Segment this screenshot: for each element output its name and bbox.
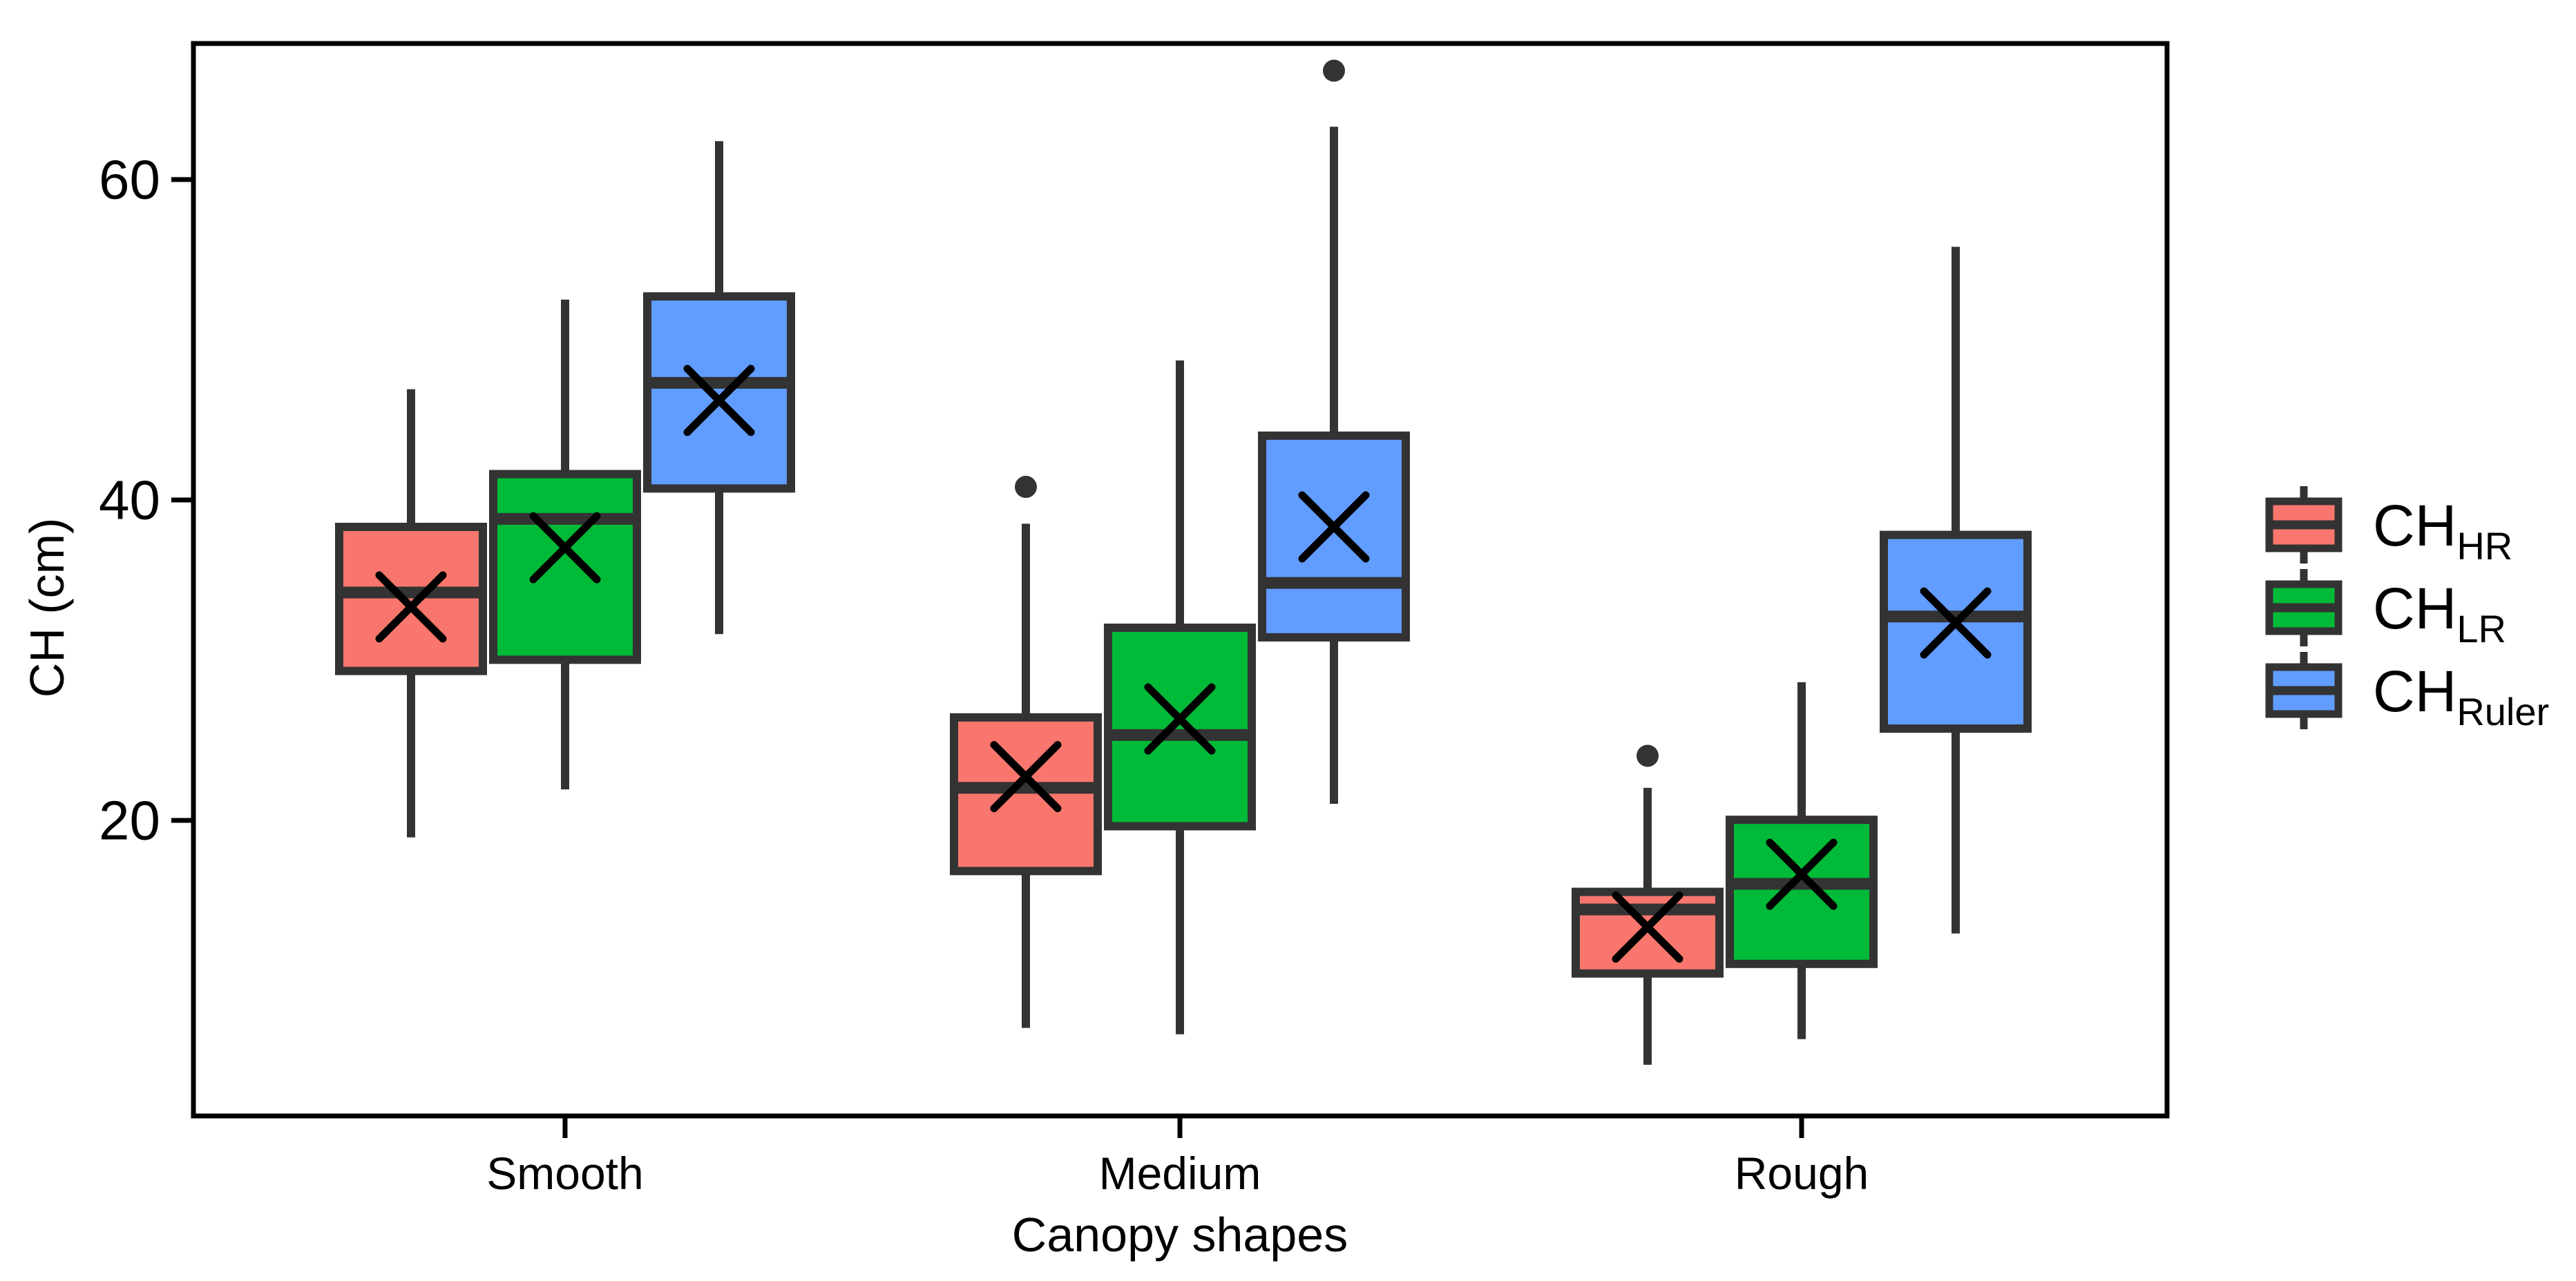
y-tick-label-60: 60 [99, 149, 160, 211]
box-medium-ch_hr [950, 476, 1102, 1028]
x-axis [562, 1116, 1804, 1138]
x-category-label-rough: Rough [1735, 1148, 1869, 1199]
y-axis-labels: 60 40 20 [99, 149, 160, 851]
mean-x-marker [990, 741, 1062, 813]
x-axis-labels: Smooth Medium Rough [486, 1148, 1869, 1199]
legend-item-ch-hr: CHHR [2265, 486, 2512, 568]
outlier-dot [1015, 476, 1037, 499]
mean-x-marker [1298, 491, 1370, 563]
box-medium-ch_ruler [1258, 59, 1410, 805]
box-smooth-ch_ruler [643, 141, 795, 635]
mean-x-marker [529, 512, 601, 584]
iqr-box [1258, 431, 1410, 642]
legend-label-ch-lr: CHLR [2373, 576, 2506, 651]
iqr-box [335, 523, 487, 675]
legend-label-ch-ruler: CHRuler [2373, 659, 2549, 733]
mean-x-marker [375, 571, 447, 643]
iqr-box [1726, 816, 1878, 968]
box-rough-ch_lr [1726, 682, 1878, 1039]
legend: CHHR CHLR CHRuler [2265, 486, 2549, 733]
legend-item-ch-ruler: CHRuler [2265, 652, 2549, 733]
x-axis-title: Canopy shapes [1012, 1208, 1348, 1262]
iqr-box [643, 292, 795, 493]
x-category-label-smooth: Smooth [486, 1148, 643, 1199]
box-rough-ch_ruler [1880, 247, 2032, 934]
mean-x-marker [683, 365, 755, 436]
x-category-label-medium: Medium [1099, 1148, 1261, 1199]
boxes-layer [335, 59, 2032, 1065]
iqr-box [1880, 530, 2032, 733]
box-rough-ch_hr [1572, 744, 1724, 1065]
legend-item-ch-lr: CHLR [2265, 569, 2506, 651]
iqr-box [1104, 624, 1256, 831]
mean-x-marker [1612, 891, 1683, 963]
iqr-box [489, 470, 641, 664]
y-axis [171, 177, 193, 823]
mean-x-marker [1144, 683, 1216, 755]
box-smooth-ch_hr [335, 389, 487, 838]
y-tick-label-20: 20 [99, 790, 160, 851]
mean-x-marker [1920, 587, 1992, 659]
iqr-box [950, 713, 1102, 876]
outlier-dot [1323, 59, 1345, 82]
legend-label-ch-hr: CHHR [2373, 493, 2512, 568]
box-smooth-ch_lr [489, 299, 641, 790]
mean-x-marker [1766, 838, 1838, 910]
y-axis-title: CH (cm) [20, 518, 74, 697]
outlier-dot [1637, 744, 1659, 767]
box-medium-ch_lr [1104, 360, 1256, 1034]
y-tick-label-40: 40 [99, 470, 160, 531]
